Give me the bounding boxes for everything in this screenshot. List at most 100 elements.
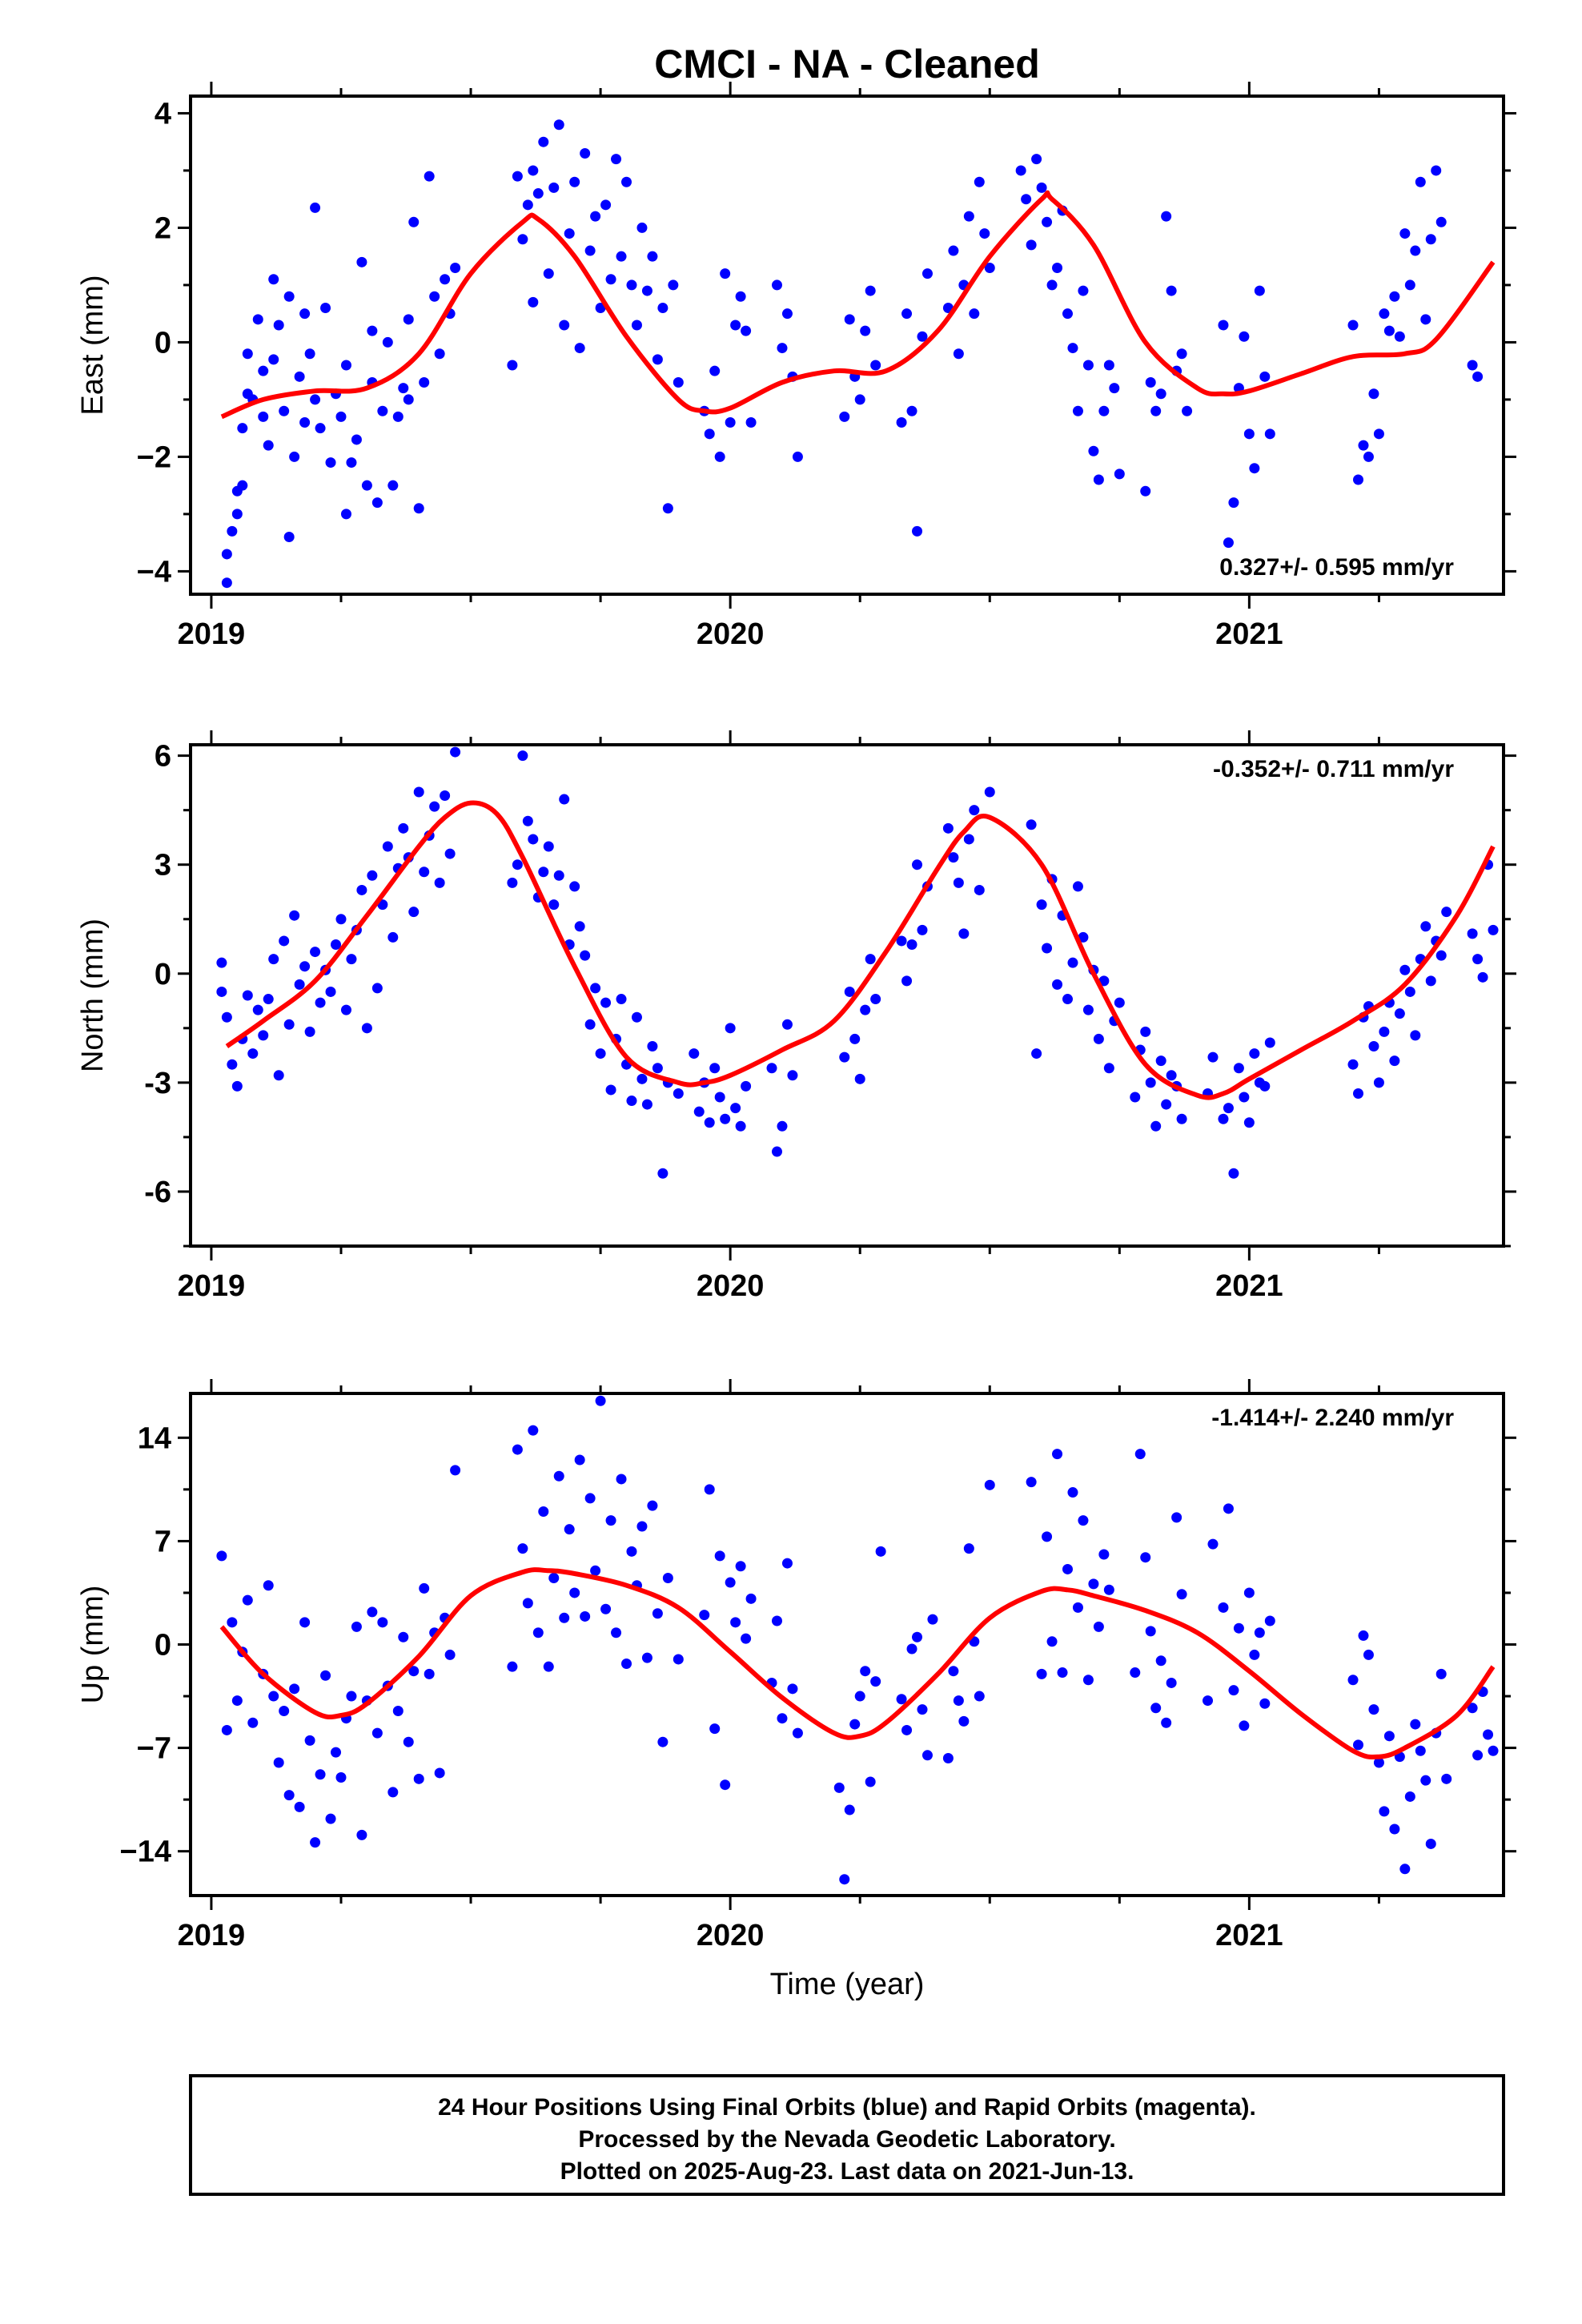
north-data-point <box>720 1113 731 1124</box>
east-data-point <box>673 376 684 388</box>
east-data-point <box>781 308 793 320</box>
east-data-point <box>948 245 959 256</box>
up-data-point <box>735 1561 746 1572</box>
north-data-point <box>419 866 430 878</box>
up-data-point <box>906 1643 917 1655</box>
north-data-point <box>709 1063 721 1074</box>
east-data-point <box>1088 445 1099 456</box>
east-data-point <box>528 165 539 176</box>
east-data-point <box>626 279 637 291</box>
up-data-point <box>611 1627 622 1638</box>
north-data-point <box>1114 997 1125 1008</box>
up-data-point <box>1155 1655 1166 1667</box>
up-data-point <box>1488 1745 1499 1756</box>
north-data-point <box>1166 1070 1177 1081</box>
up-data-point <box>1358 1630 1369 1641</box>
east-data-point <box>1109 383 1120 394</box>
north-data-point <box>538 866 549 878</box>
north-data-point <box>714 1092 725 1103</box>
east-data-point <box>548 182 560 193</box>
up-data-point <box>413 1773 424 1784</box>
up-data-point <box>657 1736 669 1747</box>
east-velocity-label: 0.327+/- 0.595 mm/yr <box>1219 554 1454 581</box>
up-data-point <box>304 1735 315 1746</box>
east-data-point <box>268 274 279 285</box>
up-data-point <box>725 1577 736 1588</box>
north-data-point <box>216 986 227 997</box>
east-data-point <box>361 480 372 491</box>
up-data-point <box>1171 1512 1182 1523</box>
up-data-point <box>974 1691 985 1702</box>
up-data-point <box>963 1543 974 1554</box>
east-ytick-label: 4 <box>155 97 171 131</box>
up-data-point <box>522 1598 533 1609</box>
north-data-point <box>1264 1037 1275 1048</box>
north-data-point <box>901 975 913 987</box>
east-data-point <box>532 188 544 199</box>
up-data-point <box>927 1614 938 1625</box>
up-data-point <box>1264 1615 1275 1626</box>
up-data-point <box>356 1829 367 1840</box>
up-data-point <box>1036 1668 1047 1679</box>
north-data-point <box>781 1019 793 1030</box>
north-data-point <box>1467 928 1478 939</box>
up-data-point <box>294 1801 305 1812</box>
north-data-point <box>1404 986 1415 997</box>
up-data-point <box>662 1573 673 1584</box>
up-velocity-label: -1.414+/- 2.240 mm/yr <box>1211 1405 1454 1431</box>
up-data-point <box>595 1395 606 1406</box>
up-data-point <box>1441 1773 1452 1784</box>
east-data-point <box>652 354 663 365</box>
east-data-point <box>854 394 865 405</box>
up-data-point <box>860 1666 871 1677</box>
up-data-point <box>377 1617 388 1628</box>
east-data-point <box>299 308 311 320</box>
north-data-point <box>1150 1120 1162 1132</box>
east-data-point <box>1046 279 1058 291</box>
north-data-point <box>382 841 393 852</box>
up-data-point <box>1233 1622 1244 1634</box>
north-data-point <box>1399 964 1411 975</box>
east-data-point <box>237 480 248 491</box>
up-data-point <box>1435 1668 1447 1679</box>
up-data-point <box>1410 1719 1421 1730</box>
up-data-point <box>1046 1636 1058 1647</box>
east-data-point <box>320 303 331 314</box>
up-ytick-label: 7 <box>155 1525 171 1558</box>
north-data-point <box>1140 1026 1151 1037</box>
north-data-point <box>958 928 970 939</box>
north-data-point <box>331 939 342 950</box>
east-data-point <box>1368 388 1379 400</box>
east-data-point <box>512 171 523 182</box>
north-data-point <box>1052 979 1063 990</box>
east-data-point <box>1155 388 1166 400</box>
north-data-point <box>689 1048 700 1059</box>
east-data-point <box>221 577 232 589</box>
east-data-point <box>574 343 585 354</box>
up-data-point <box>315 1769 326 1780</box>
north-data-point <box>865 954 876 965</box>
up-data-point <box>279 1705 290 1716</box>
up-data-point <box>299 1617 311 1628</box>
north-data-point <box>860 1004 871 1015</box>
up-data-point <box>553 1470 564 1482</box>
up-data-point <box>216 1550 227 1562</box>
north-data-point <box>1078 931 1089 943</box>
north-data-point <box>984 786 995 798</box>
up-data-point <box>777 1713 788 1724</box>
east-data-point <box>1352 474 1363 485</box>
up-data-point <box>641 1652 652 1663</box>
up-data-point <box>543 1661 554 1672</box>
east-data-point <box>1383 325 1395 336</box>
north-data-point <box>1420 921 1431 932</box>
up-data-point <box>1207 1538 1219 1550</box>
east-data-point <box>969 308 980 320</box>
east-data-point <box>1431 165 1442 176</box>
north-data-point <box>408 907 420 918</box>
up-plot-frame <box>189 1392 1505 1897</box>
east-data-point <box>1425 234 1436 245</box>
up-data-point <box>1383 1731 1395 1742</box>
east-data-point <box>403 314 414 325</box>
up-data-point <box>517 1543 528 1554</box>
east-data-point <box>283 532 295 543</box>
